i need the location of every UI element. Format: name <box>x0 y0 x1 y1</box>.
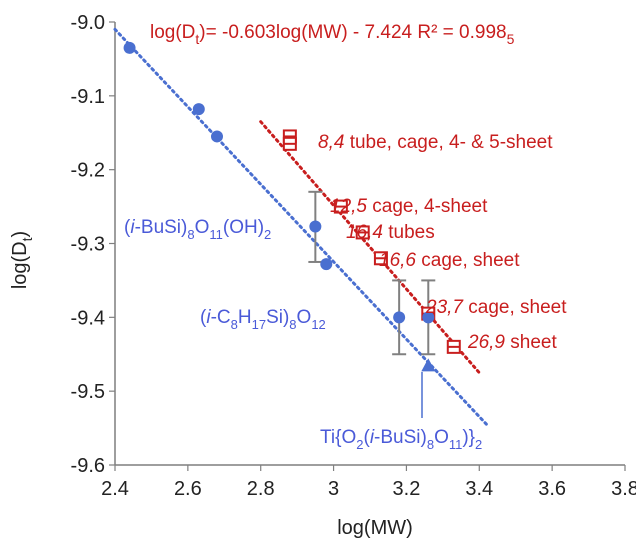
y-tick-label: -9.4 <box>71 307 105 329</box>
y-tick-label: -9.6 <box>71 455 105 477</box>
red-label-italic: 8,4 <box>318 132 344 153</box>
blue-circle-point <box>393 311 406 324</box>
y-tick-label: -9.3 <box>71 234 105 256</box>
y-tick-label: -9.1 <box>71 86 105 108</box>
x-axis-label: log(MW) <box>337 517 413 539</box>
red-label-italic: 16,6 <box>379 250 416 271</box>
y-tick-labels: -9.0 -9.1 -9.2 -9.3 -9.4 -9.5 -9.6 <box>71 12 105 477</box>
red-label-rest: cage, sheet <box>463 297 567 318</box>
label-butyl-oh: (i-BuSi)8O11(OH)2 <box>124 217 271 242</box>
x-tick-label: 2.8 <box>247 478 275 500</box>
regression-equation: log(Dt)= -0.603log(MW) - 7.424 R² = 0.99… <box>150 22 515 47</box>
red-label-italic: 26,9 <box>467 332 505 353</box>
red-trendline <box>259 120 481 375</box>
red-square-point <box>282 136 297 151</box>
y-tick-label: -9.0 <box>71 12 105 34</box>
blue-trendline <box>113 27 489 426</box>
x-tick-labels: 2.4 2.6 2.8 3 3.2 3.4 3.6 3.8 <box>101 478 636 500</box>
red-label: 8,4 tube, cage, 4- & 5-sheet <box>318 132 553 153</box>
red-label: 26,9 sheet <box>467 332 557 353</box>
x-tick-label: 3.8 <box>611 478 636 500</box>
axes <box>109 21 626 471</box>
x-tick-label: 3.2 <box>393 478 421 500</box>
red-label-italic: 12,5 <box>330 196 367 217</box>
red-square-point <box>355 225 370 240</box>
red-label-italic: 16,4 <box>346 222 383 243</box>
x-tick-label: 2.6 <box>174 478 202 500</box>
label-octyl: (i-C8H17Si)8O12 <box>200 307 326 332</box>
trendlines <box>113 27 489 426</box>
red-label: 12,5 cage, 4-sheet <box>330 196 488 217</box>
y-tick-label: -9.2 <box>71 160 105 182</box>
x-tick-label: 3.6 <box>538 478 566 500</box>
x-tick-label: 2.4 <box>101 478 129 500</box>
y-tick-label: -9.5 <box>71 381 105 403</box>
blue-circle-point <box>211 130 223 143</box>
red-label: 23,7 cage, sheet <box>425 297 567 318</box>
red-label: 16,4 tubes <box>346 222 435 243</box>
red-labels: 8,4 tube, cage, 4- & 5-sheet 12,5 cage, 4… <box>318 132 567 353</box>
blue-circle-point <box>320 258 333 271</box>
red-label-rest: cage, 4-sheet <box>367 196 488 217</box>
blue-circle-point <box>422 311 435 324</box>
blue-circle-point <box>123 41 136 54</box>
red-label-italic: 23,7 <box>425 297 464 318</box>
red-label-rest: tube, cage, 4- & 5-sheet <box>344 132 553 153</box>
x-tick-label: 3.4 <box>465 478 493 500</box>
red-label-rest: tubes <box>383 222 435 243</box>
blue-circle-point <box>309 220 322 233</box>
red-square-point <box>446 339 461 354</box>
data-points <box>123 41 461 354</box>
label-titanium: Ti{O2(i-BuSi)8O11)}2 <box>320 427 482 452</box>
red-label-rest: cage, sheet <box>416 250 520 271</box>
red-label-rest: sheet <box>505 332 557 353</box>
red-square-point <box>373 251 388 266</box>
red-label: 16,6 cage, sheet <box>379 250 520 271</box>
blue-circle-point <box>192 103 205 116</box>
x-tick-label: 3 <box>328 478 339 500</box>
red-square-point <box>333 199 348 214</box>
titanium-triangle-marker <box>421 358 436 372</box>
titanium-triangle <box>421 358 436 372</box>
y-axis-label: log(Dt) <box>9 231 35 289</box>
